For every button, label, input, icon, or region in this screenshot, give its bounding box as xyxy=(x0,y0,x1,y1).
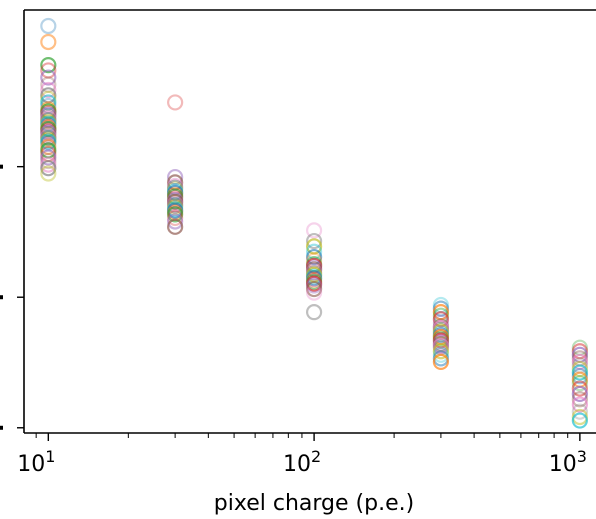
data-point xyxy=(40,94,57,111)
data-point xyxy=(571,380,588,397)
data-point xyxy=(40,17,57,35)
x-tick-label: 102 xyxy=(283,447,321,477)
data-point xyxy=(305,304,323,321)
data-point xyxy=(167,206,184,223)
data-point xyxy=(571,385,588,402)
data-point xyxy=(40,149,57,166)
data-point xyxy=(571,364,588,381)
data-point xyxy=(571,391,588,408)
data-points xyxy=(40,17,588,429)
data-point xyxy=(571,353,588,371)
data-point xyxy=(305,248,323,266)
x-tick-label: 101 xyxy=(17,447,55,477)
data-point xyxy=(432,337,450,355)
data-point xyxy=(40,33,57,51)
y-tick-label-fragment xyxy=(0,164,3,169)
data-point xyxy=(305,222,323,239)
y-tick-label-fragment xyxy=(0,295,3,300)
data-point xyxy=(571,396,588,413)
data-point xyxy=(305,232,323,250)
ticks: 101 102 103 xyxy=(0,164,587,477)
data-point xyxy=(40,62,57,79)
x-tick-label: 103 xyxy=(549,447,587,477)
data-point xyxy=(432,353,450,371)
data-point xyxy=(167,213,184,230)
data-point xyxy=(40,160,57,177)
x-axis-label: pixel charge (p.e.) xyxy=(214,491,414,516)
data-point xyxy=(432,343,450,360)
data-point xyxy=(40,133,57,150)
data-point xyxy=(571,375,588,392)
data-point xyxy=(40,69,57,86)
data-point xyxy=(305,284,323,301)
data-point xyxy=(167,218,184,235)
data-point xyxy=(571,412,588,429)
axes xyxy=(23,9,596,434)
y-tick-label-fragment xyxy=(0,425,3,430)
data-point xyxy=(40,81,57,99)
data-point xyxy=(305,238,323,255)
data-point xyxy=(432,311,450,328)
data-point xyxy=(40,165,57,182)
data-point xyxy=(305,280,323,298)
data-point xyxy=(40,76,57,93)
data-point xyxy=(167,94,184,111)
data-point xyxy=(571,403,588,420)
data-point xyxy=(40,56,57,74)
data-point xyxy=(305,275,323,292)
